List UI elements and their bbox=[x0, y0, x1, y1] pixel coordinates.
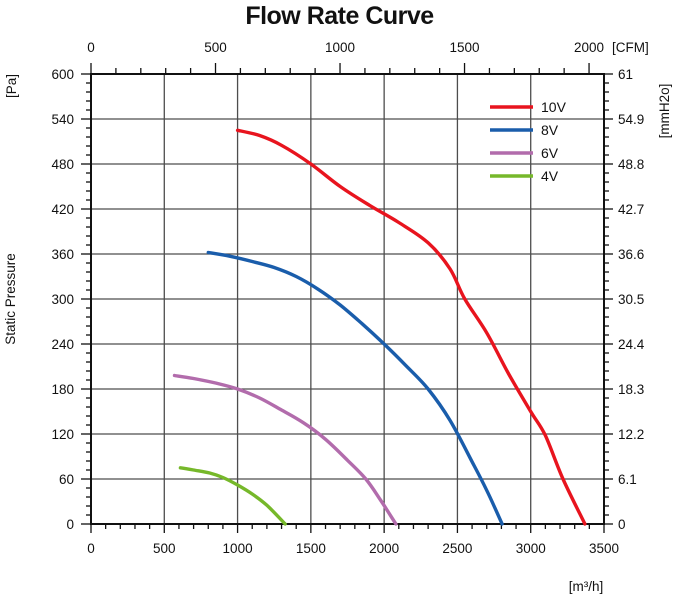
legend-label-8V: 8V bbox=[541, 122, 559, 138]
curve-10V bbox=[235, 128, 587, 526]
curve-6V bbox=[172, 373, 398, 526]
tick-label: 1500 bbox=[296, 541, 326, 556]
x-axis-bottom-labels: 0 500 1000 1500 2000 2500 3000 3500 bbox=[87, 541, 619, 556]
legend-item-6V: 6V bbox=[490, 145, 559, 161]
legend-item-4V: 4V bbox=[490, 168, 559, 184]
tick-label: 18.3 bbox=[618, 382, 644, 397]
tick-label: 60 bbox=[59, 472, 74, 487]
tick-label: 1500 bbox=[450, 40, 480, 55]
tick-label: 2000 bbox=[369, 541, 399, 556]
top-axis-unit-label: [CFM] bbox=[612, 40, 649, 55]
tick-label: 360 bbox=[51, 247, 74, 262]
x-axis-top-labels: 0 500 1000 1500 2000 bbox=[87, 40, 604, 55]
tick-label: 0 bbox=[66, 517, 74, 532]
tick-label: 480 bbox=[51, 157, 74, 172]
axis-ticks bbox=[81, 63, 613, 533]
tick-label: 48.8 bbox=[618, 157, 644, 172]
tick-label: 540 bbox=[51, 112, 74, 127]
tick-label: 12.2 bbox=[618, 427, 644, 442]
tick-label: 1000 bbox=[325, 40, 355, 55]
tick-label: 180 bbox=[51, 382, 74, 397]
bottom-axis-unit-label: [m³/h] bbox=[569, 579, 604, 594]
left-axis-unit-label: [Pa] bbox=[4, 74, 19, 98]
y-axis-right-labels: 61 54.9 48.8 42.7 36.6 30.5 24.4 18.3 12.2 6.1 0 bbox=[618, 67, 645, 532]
tick-label: 240 bbox=[51, 337, 74, 352]
tick-label: 300 bbox=[51, 292, 74, 307]
curve-8V bbox=[206, 250, 504, 526]
tick-label: 2500 bbox=[442, 541, 472, 556]
legend-label-6V: 6V bbox=[541, 145, 559, 161]
legend-label-4V: 4V bbox=[541, 168, 559, 184]
tick-label: 42.7 bbox=[618, 202, 644, 217]
tick-label: 120 bbox=[51, 427, 74, 442]
tick-label: 30.5 bbox=[618, 292, 644, 307]
right-axis-unit-label: [mmH2o] bbox=[657, 84, 672, 139]
tick-label: 600 bbox=[51, 67, 74, 82]
tick-label: 420 bbox=[51, 202, 74, 217]
tick-label: 2000 bbox=[574, 40, 604, 55]
tick-label: 0 bbox=[87, 40, 95, 55]
tick-label: 24.4 bbox=[618, 337, 645, 352]
y-axis-left-labels: 0 60 120 180 240 300 360 420 480 540 600 bbox=[51, 67, 74, 532]
tick-label: 54.9 bbox=[618, 112, 644, 127]
legend: 10V 8V 6V 4V bbox=[490, 99, 567, 184]
tick-label: 36.6 bbox=[618, 247, 644, 262]
legend-item-10V: 10V bbox=[490, 99, 567, 115]
tick-label: 0 bbox=[618, 517, 626, 532]
legend-item-8V: 8V bbox=[490, 122, 559, 138]
axis-unit-labels: [m³/h] [CFM] [Pa] Static Pressure [mmH2o] bbox=[3, 40, 672, 594]
tick-label: 500 bbox=[153, 541, 176, 556]
tick-label: 0 bbox=[87, 541, 95, 556]
tick-label: 3000 bbox=[516, 541, 546, 556]
tick-label: 1000 bbox=[223, 541, 253, 556]
tick-label: 500 bbox=[204, 40, 227, 55]
left-axis-title: Static Pressure bbox=[3, 253, 18, 345]
chart-title: Flow Rate Curve bbox=[245, 2, 434, 30]
tick-label: 6.1 bbox=[618, 472, 637, 487]
grid-lines bbox=[91, 74, 604, 524]
tick-label: 3500 bbox=[589, 541, 619, 556]
curve-4V bbox=[178, 466, 287, 526]
tick-label: 61 bbox=[618, 67, 633, 82]
legend-label-10V: 10V bbox=[541, 99, 567, 115]
